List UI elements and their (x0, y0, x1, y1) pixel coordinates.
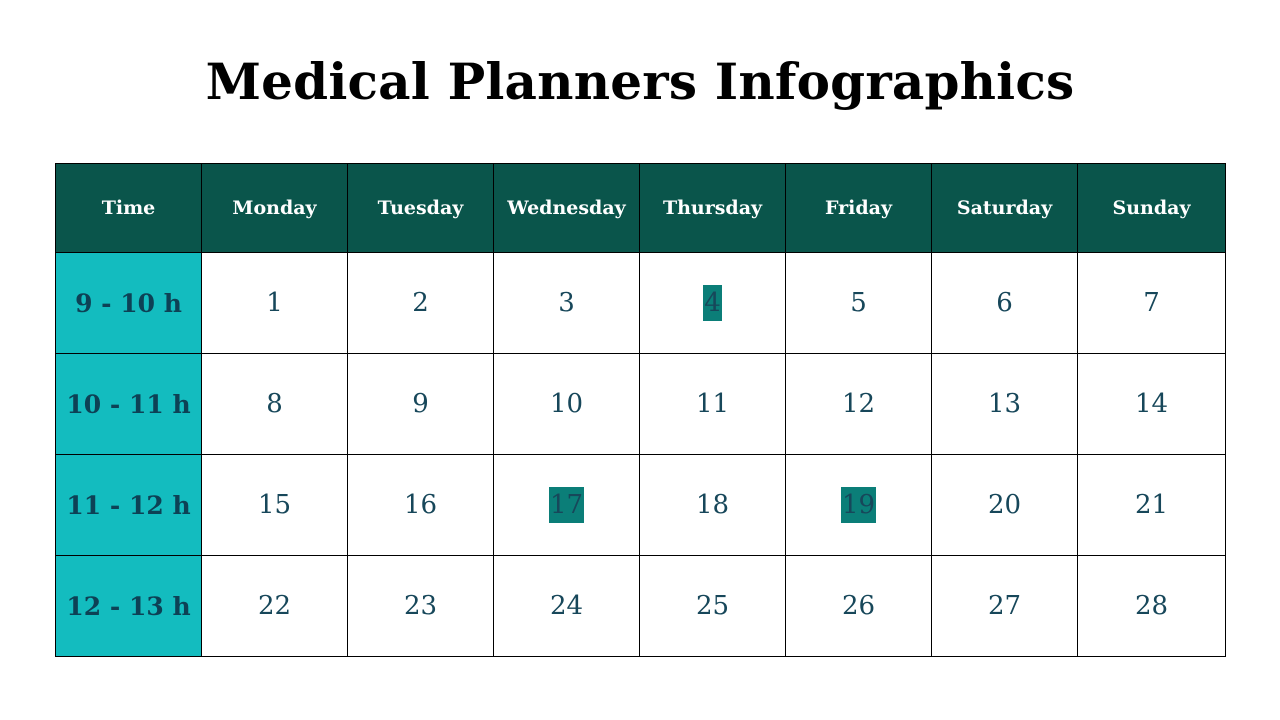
day-number: 6 (996, 288, 1013, 318)
day-cell: 5 (785, 252, 932, 354)
day-number: 10 (549, 389, 584, 419)
day-number: 25 (695, 591, 730, 621)
column-header-tuesday: Tuesday (347, 163, 494, 253)
column-header-saturday: Saturday (931, 163, 1078, 253)
planner-table: Time Monday Tuesday Wednesday Thursday F… (55, 163, 1226, 657)
day-cell: 6 (931, 252, 1078, 354)
day-cell: 21 (1077, 454, 1226, 556)
day-number: 3 (558, 288, 575, 318)
day-number: 2 (412, 288, 429, 318)
day-cell: 26 (785, 555, 932, 657)
day-number: 11 (695, 389, 730, 419)
day-number: 9 (412, 389, 429, 419)
day-cell: 10 (493, 353, 640, 455)
day-cell: 11 (639, 353, 786, 455)
day-cell: 12 (785, 353, 932, 455)
day-number: 23 (403, 591, 438, 621)
day-cell: 18 (639, 454, 786, 556)
highlighted-day-number: 4 (703, 285, 722, 321)
day-number: 1 (266, 288, 283, 318)
column-header-time: Time (55, 163, 202, 253)
highlighted-day-number: 17 (548, 487, 585, 523)
column-header-sunday: Sunday (1077, 163, 1226, 253)
day-cell: 16 (347, 454, 494, 556)
day-cell: 20 (931, 454, 1078, 556)
day-number: 5 (850, 288, 867, 318)
day-cell: 7 (1077, 252, 1226, 354)
day-cell: 2 (347, 252, 494, 354)
day-cell: 23 (347, 555, 494, 657)
day-number: 26 (841, 591, 876, 621)
day-cell: 8 (201, 353, 348, 455)
day-number: 13 (987, 389, 1022, 419)
day-cell: 3 (493, 252, 640, 354)
day-number: 24 (549, 591, 584, 621)
time-slot-cell: 9 - 10 h (55, 252, 202, 354)
day-cell: 24 (493, 555, 640, 657)
page-title: Medical Planners Infographics (205, 52, 1075, 111)
day-cell: 17 (493, 454, 640, 556)
time-slot-cell: 11 - 12 h (55, 454, 202, 556)
day-number: 18 (695, 490, 730, 520)
day-number: 27 (987, 591, 1022, 621)
table-row: 12 - 13 h 22 23 24 25 26 27 28 (55, 555, 1226, 657)
day-number: 8 (266, 389, 283, 419)
day-number: 16 (403, 490, 438, 520)
table-row: 9 - 10 h 1 2 3 4 5 6 7 (55, 252, 1226, 354)
day-number: 22 (257, 591, 292, 621)
column-header-wednesday: Wednesday (493, 163, 640, 253)
day-cell: 27 (931, 555, 1078, 657)
day-number: 12 (841, 389, 876, 419)
day-number: 7 (1143, 288, 1160, 318)
table-row: 10 - 11 h 8 9 10 11 12 13 14 (55, 353, 1226, 455)
day-cell: 22 (201, 555, 348, 657)
day-number: 20 (987, 490, 1022, 520)
day-cell: 19 (785, 454, 932, 556)
day-cell: 4 (639, 252, 786, 354)
column-header-friday: Friday (785, 163, 932, 253)
day-cell: 25 (639, 555, 786, 657)
day-cell: 9 (347, 353, 494, 455)
header-row: Time Monday Tuesday Wednesday Thursday F… (55, 163, 1226, 253)
time-slot-cell: 10 - 11 h (55, 353, 202, 455)
day-cell: 14 (1077, 353, 1226, 455)
day-number: 14 (1134, 389, 1169, 419)
day-number: 15 (257, 490, 292, 520)
day-cell: 1 (201, 252, 348, 354)
day-number: 21 (1134, 490, 1169, 520)
column-header-thursday: Thursday (639, 163, 786, 253)
day-cell: 15 (201, 454, 348, 556)
day-number: 28 (1134, 591, 1169, 621)
day-cell: 28 (1077, 555, 1226, 657)
highlighted-day-number: 19 (840, 487, 877, 523)
column-header-monday: Monday (201, 163, 348, 253)
time-slot-cell: 12 - 13 h (55, 555, 202, 657)
day-cell: 13 (931, 353, 1078, 455)
table-row: 11 - 12 h 15 16 17 18 19 20 21 (55, 454, 1226, 556)
